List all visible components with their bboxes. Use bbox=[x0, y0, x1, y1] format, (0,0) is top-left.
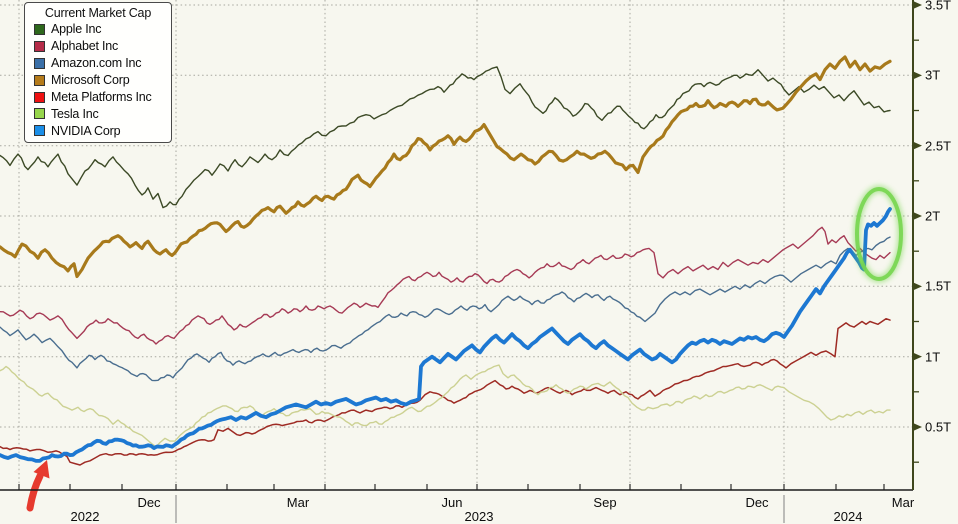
y-axis-tick-label-0.5T: 0.5T bbox=[925, 419, 952, 435]
x-axis-year-label-0: 2022 bbox=[70, 509, 100, 524]
axes bbox=[0, 0, 922, 523]
y-axis-tick-label-3.5T: 3.5T bbox=[925, 0, 952, 13]
legend-item-nvidia-corp: NVIDIA Corp bbox=[25, 122, 171, 139]
x-axis-month-label-1: Mar bbox=[286, 495, 310, 510]
highlight-ellipse bbox=[855, 187, 903, 281]
legend-item-alphabet-inc: Alphabet Inc bbox=[25, 38, 171, 55]
legend-item-meta-platforms-inc: Meta Platforms Inc bbox=[25, 89, 171, 106]
y-axis-tick-label-2.5T: 2.5T bbox=[925, 138, 952, 154]
x-axis-month-label-2: Jun bbox=[441, 495, 463, 510]
y-axis-tick-label-1.5T: 1.5T bbox=[925, 278, 952, 294]
x-axis-month-label-3: Sep bbox=[593, 495, 617, 510]
x-axis-month-label-5: Mar bbox=[891, 495, 915, 510]
series-line-apple-inc bbox=[0, 66, 891, 209]
legend-item-label: Amazon.com Inc bbox=[51, 56, 142, 71]
y-axis-tick-label-1T: 1T bbox=[925, 349, 941, 365]
series-line-tesla-inc bbox=[0, 364, 891, 448]
legend-item-label: Apple Inc bbox=[51, 22, 102, 37]
y-axis-tick-label-3T: 3T bbox=[925, 67, 941, 83]
series-line-meta-platforms-inc bbox=[0, 317, 891, 466]
legend-item-label: Meta Platforms Inc bbox=[51, 90, 152, 104]
legend-item-label: NVIDIA Corp bbox=[51, 123, 121, 138]
y-axis-tick-label-2T: 2T bbox=[925, 208, 941, 224]
series-line-microsoft-corp bbox=[0, 55, 892, 279]
x-axis-month-label-0: Dec bbox=[137, 495, 161, 510]
legend-item-amazon-com-inc: Amazon.com Inc bbox=[25, 55, 171, 72]
x-axis-month-label-4: Dec bbox=[745, 495, 769, 510]
data-series bbox=[0, 55, 892, 466]
series-line-amazon-com-inc bbox=[0, 236, 891, 382]
legend-swatch-icon bbox=[34, 57, 45, 69]
legend-swatch-icon bbox=[34, 74, 45, 86]
annotations bbox=[26, 185, 905, 512]
legend-item-tesla-inc: Tesla Inc bbox=[25, 105, 171, 122]
legend-item-label: Tesla Inc bbox=[51, 106, 99, 121]
series-line-nvidia-corp bbox=[0, 207, 892, 463]
red-arrow-shaft bbox=[26, 472, 44, 512]
x-axis-year-label-2: 2024 bbox=[833, 509, 863, 524]
legend-swatch-icon bbox=[34, 23, 45, 35]
legend-swatch-icon bbox=[34, 108, 45, 120]
series-line-alphabet-inc bbox=[0, 226, 891, 345]
legend-swatch-icon bbox=[34, 40, 45, 52]
legend-swatch-icon bbox=[34, 125, 45, 137]
legend-title: Current Market Cap bbox=[44, 6, 152, 20]
legend: Current Market Cap Apple Inc Alphabet Inc… bbox=[24, 2, 172, 143]
x-axis-year-label-1: 2023 bbox=[464, 509, 494, 524]
legend-item-label: Microsoft Corp bbox=[51, 73, 130, 88]
red-arrow-head bbox=[33, 460, 50, 479]
legend-item-microsoft-corp: Microsoft Corp bbox=[25, 72, 171, 89]
legend-item-apple-inc: Apple Inc bbox=[25, 21, 171, 38]
legend-swatch-icon bbox=[34, 91, 45, 103]
legend-item-label: Alphabet Inc bbox=[51, 39, 119, 54]
